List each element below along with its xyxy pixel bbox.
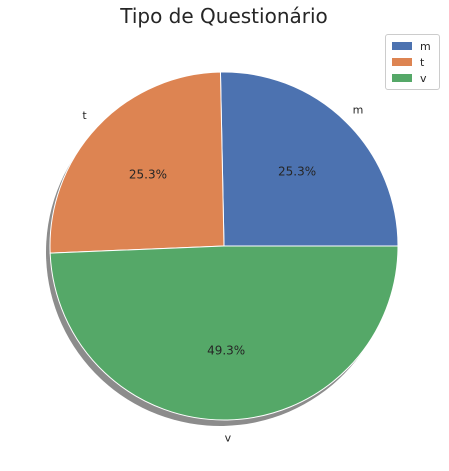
- legend-swatch-v: [392, 74, 412, 82]
- legend-item-m: m: [392, 38, 433, 54]
- slice-percent-label-v: 49.3%: [207, 343, 245, 357]
- legend-swatch-t: [392, 58, 412, 66]
- legend-item-v: v: [392, 70, 433, 86]
- legend-item-t: t: [392, 54, 433, 70]
- slice-category-label-t: t: [82, 109, 87, 122]
- slice-percent-label-m: 25.3%: [278, 164, 316, 178]
- pie-slices: [49, 71, 399, 421]
- chart-title: Tipo de Questionário: [119, 4, 328, 28]
- legend-label-v: v: [420, 71, 427, 85]
- pie-labels: m 25.3% t 25.3% v 49.3%: [82, 103, 363, 444]
- legend-label-t: t: [420, 55, 425, 69]
- legend-label-m: m: [420, 39, 431, 53]
- slice-category-label-m: m: [353, 103, 364, 116]
- slice-category-label-v: v: [225, 431, 232, 444]
- legend-swatch-m: [392, 42, 412, 50]
- legend: m t v: [385, 34, 440, 90]
- pie-slice-v: [49, 245, 399, 421]
- pie-slice-m: [219, 71, 399, 247]
- pie-slice-t: [49, 71, 225, 254]
- slice-percent-label-t: 25.3%: [129, 167, 167, 181]
